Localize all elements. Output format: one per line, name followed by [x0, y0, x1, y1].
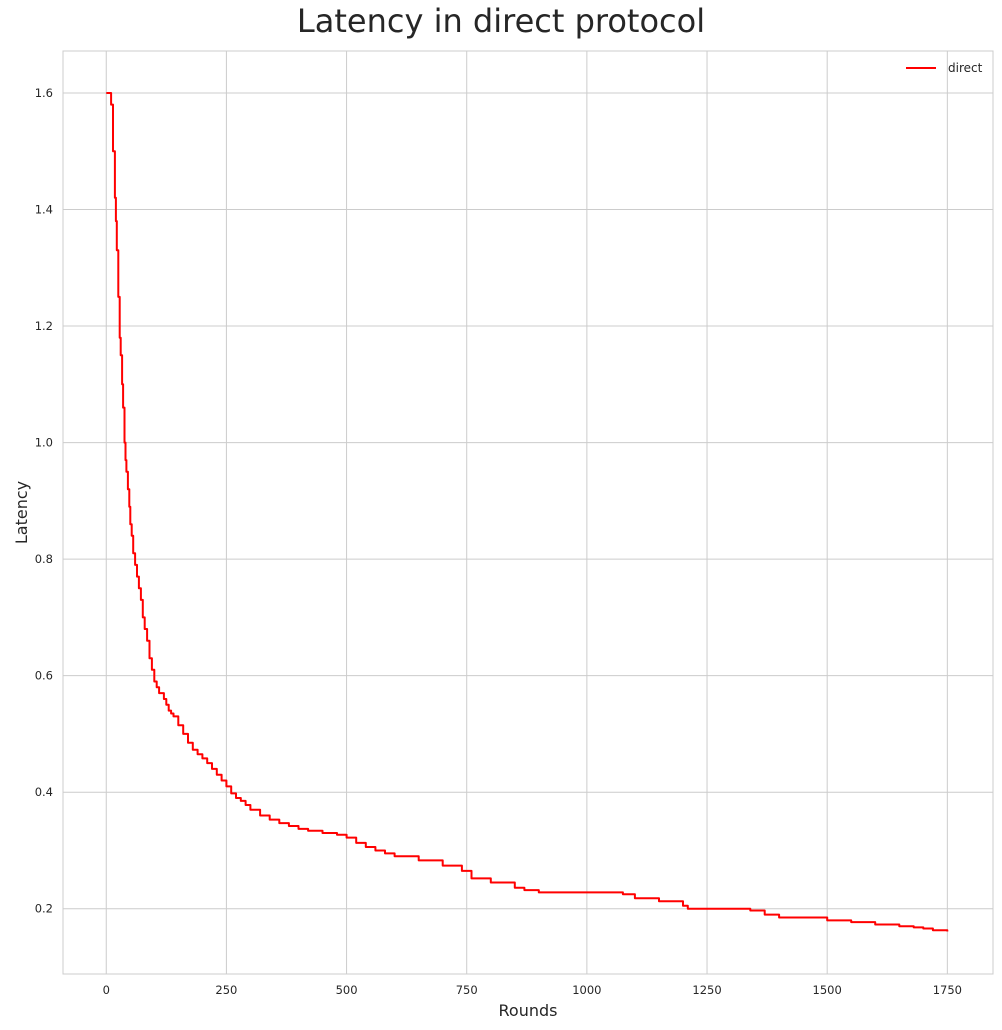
y-tick-label: 0.4	[35, 785, 53, 799]
y-tick-label: 1.2	[35, 319, 53, 333]
plot-area	[62, 50, 994, 975]
tick-labels: 0 250 500 750 1000 1250 1500 1750 0.2 0.4 0.6 0.8 1.…	[35, 86, 962, 997]
legend: direct	[906, 61, 983, 75]
y-tick-label: 1.0	[35, 436, 53, 450]
x-tick-label: 1250	[692, 983, 721, 997]
series-layer	[106, 92, 949, 932]
series-line-direct	[106, 92, 949, 932]
y-tick-label: 1.6	[35, 86, 53, 100]
x-tick-label: 1500	[813, 983, 842, 997]
legend-label-direct: direct	[948, 61, 983, 75]
x-axis-label: Rounds	[499, 1001, 558, 1020]
y-tick-label: 0.2	[35, 902, 53, 916]
grid	[63, 51, 993, 974]
x-tick-label: 1750	[933, 983, 962, 997]
y-tick-label: 1.4	[35, 202, 53, 216]
x-tick-label: 250	[215, 983, 237, 997]
x-tick-label: 1000	[572, 983, 601, 997]
chart-title: Latency in direct protocol	[296, 2, 706, 40]
y-tick-label: 0.6	[35, 669, 53, 683]
y-axis-label: Latency	[12, 481, 31, 544]
y-tick-label: 0.8	[35, 552, 53, 566]
x-tick-label: 500	[336, 983, 358, 997]
x-tick-label: 0	[103, 983, 110, 997]
x-tick-label: 750	[456, 983, 478, 997]
